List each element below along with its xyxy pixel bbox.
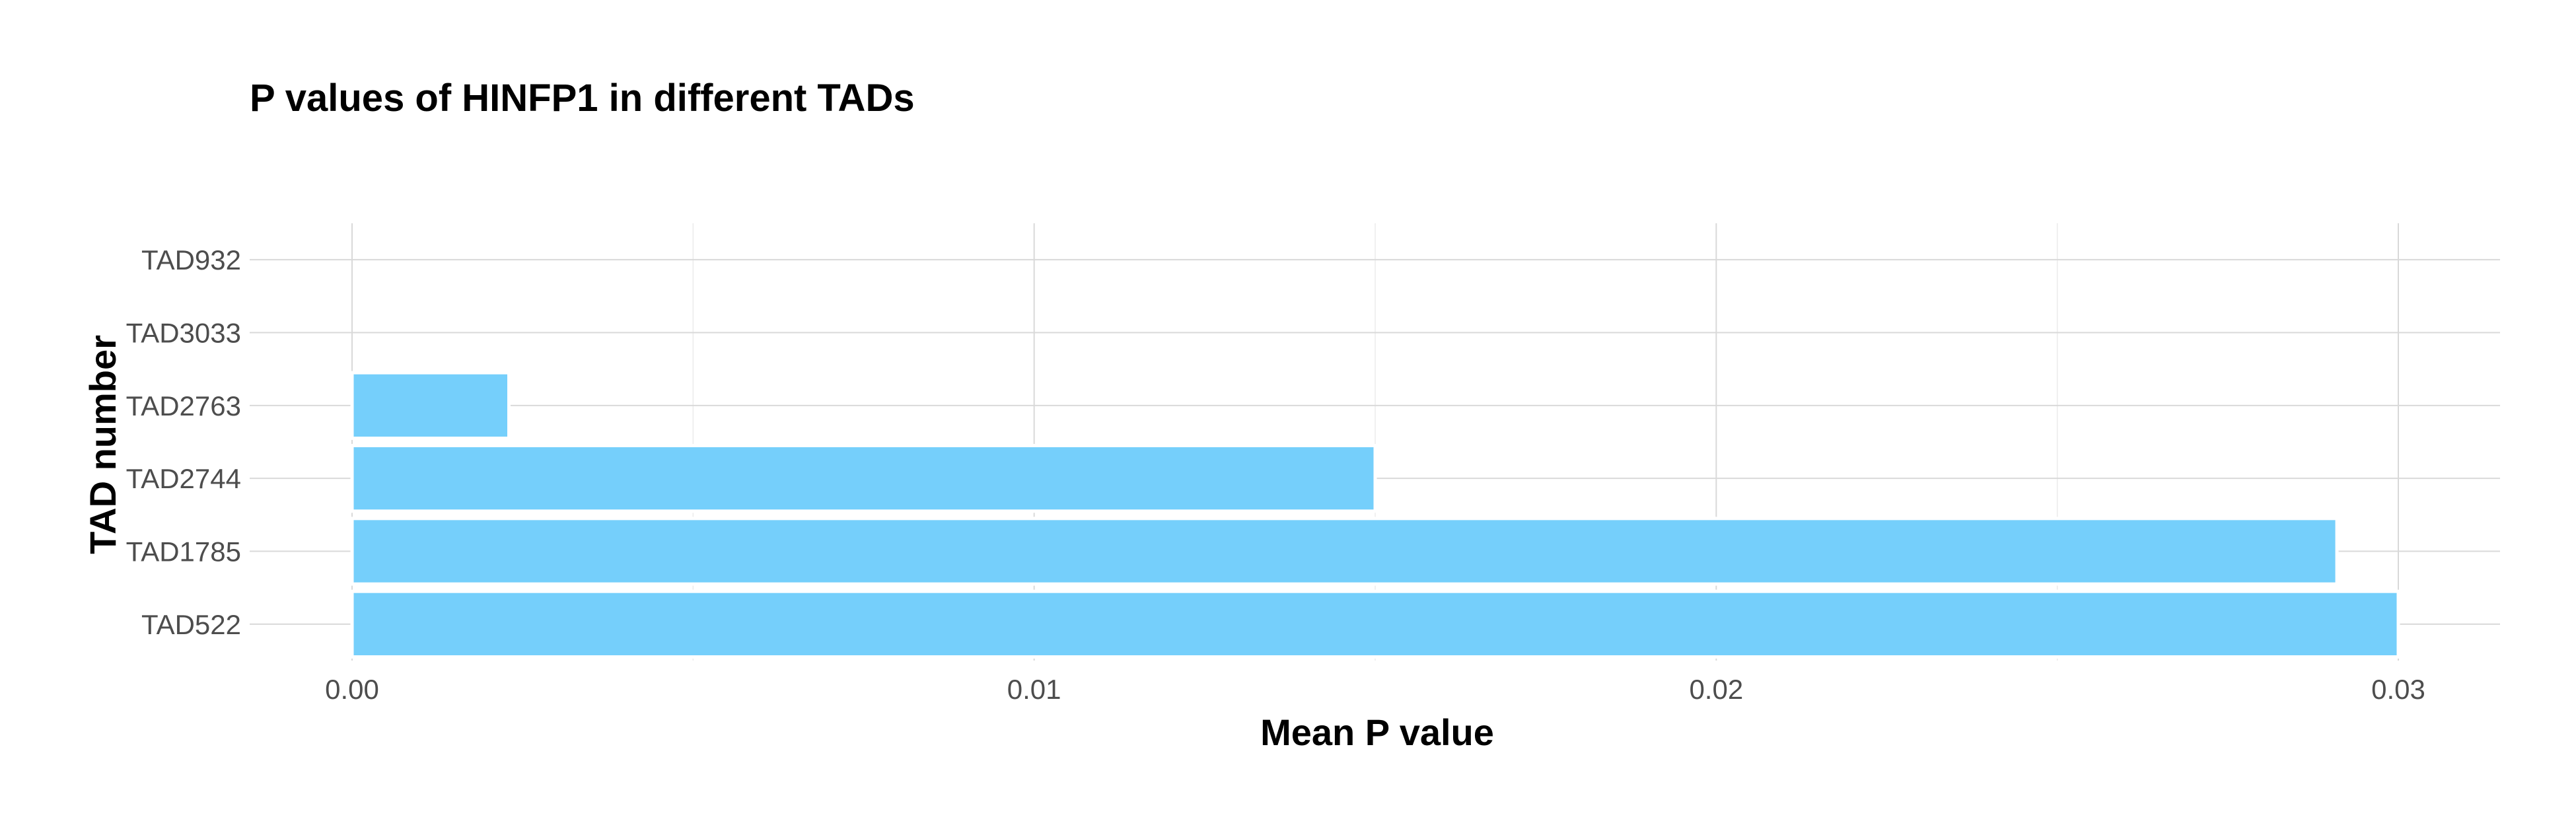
y-tick-labels: TAD522 TAD1785 TAD2744 TAD2763 TAD3033 TAD932	[126, 244, 241, 640]
y-tick-label: TAD522	[141, 609, 241, 640]
bar-tad2744	[350, 444, 1377, 513]
x-tick-labels: 0.00 0.01 0.02 0.03	[325, 674, 2425, 705]
y-tick-label: TAD932	[141, 244, 241, 275]
bar-tad2763	[350, 371, 511, 440]
x-axis-title: Mean P value	[1260, 711, 1494, 753]
y-tick-label: TAD1785	[126, 536, 241, 567]
chart-title: P values of HINFP1 in different TADs	[250, 77, 915, 120]
y-tick-label: TAD2744	[126, 463, 241, 494]
y-tick-label: TAD2763	[126, 390, 241, 421]
x-tick-label: 0.02	[1689, 674, 1743, 705]
x-tick-label: 0.01	[1007, 674, 1061, 705]
bar-tad1785	[350, 517, 2339, 586]
bar-tad522	[350, 589, 2400, 659]
y-axis-title: TAD number	[82, 335, 124, 554]
bars	[350, 371, 2400, 659]
y-tick-label: TAD3033	[126, 318, 241, 349]
x-tick-label: 0.03	[2371, 674, 2425, 705]
x-tick-label: 0.00	[325, 674, 379, 705]
